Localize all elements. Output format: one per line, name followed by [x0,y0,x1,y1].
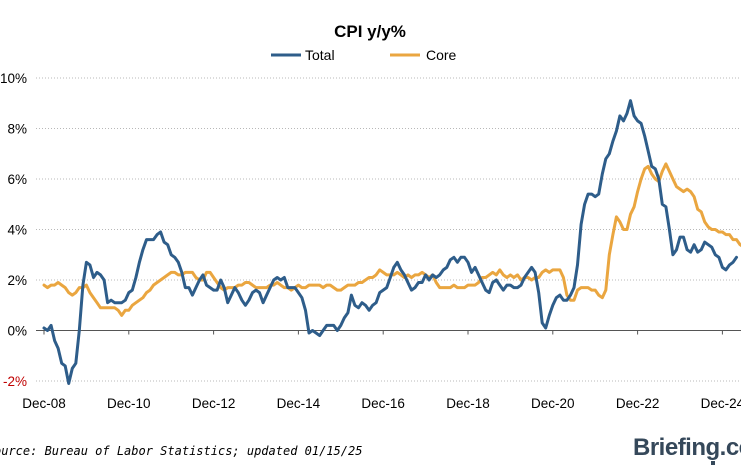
series-line-core [42,162,741,317]
x-tick-label: Dec-22 [616,396,660,411]
x-tick-label: Dec-20 [531,396,575,411]
y-axis-ticks: -2% 0% 2% 4% 6% 8% 10% [0,71,27,389]
series-lines [42,99,741,385]
legend: Total Core [271,47,457,63]
y-tick-label: 0% [7,324,27,339]
source-text: ource: Bureau of Labor Statistics; updat… [0,444,363,458]
brand-dot [711,461,715,465]
series-line-total [42,99,738,385]
y-tick-label: 8% [7,122,27,137]
x-tick-label: Dec-18 [446,396,490,411]
y-tick-label: 10% [0,71,27,86]
chart-title: CPI y/y% [334,22,406,41]
x-tick-label: Dec-10 [107,396,151,411]
x-axis-ticks: Dec-08 Dec-10 Dec-12 Dec-14 Dec-16 Dec-18 Dec-… [22,330,741,411]
y-tick-label: 2% [7,273,27,288]
gridlines [36,77,741,382]
legend-label-total: Total [305,47,335,63]
x-tick-label: Dec-08 [22,396,66,411]
brand-text: Briefing.com [633,434,741,461]
y-tick-label: 4% [7,223,27,238]
y-tick-label: 6% [7,172,27,187]
x-tick-label: Dec-12 [192,396,236,411]
briefing-logo[interactable]: Briefing.com [621,434,741,470]
x-tick-label: Dec-16 [361,396,405,411]
source-note: ource: Bureau of Labor Statistics; updat… [0,444,520,458]
legend-label-core: Core [426,47,457,63]
y-tick-label: -2% [3,374,27,389]
x-tick-label: Dec-14 [277,396,321,411]
x-tick-label: Dec-24 [701,396,741,411]
